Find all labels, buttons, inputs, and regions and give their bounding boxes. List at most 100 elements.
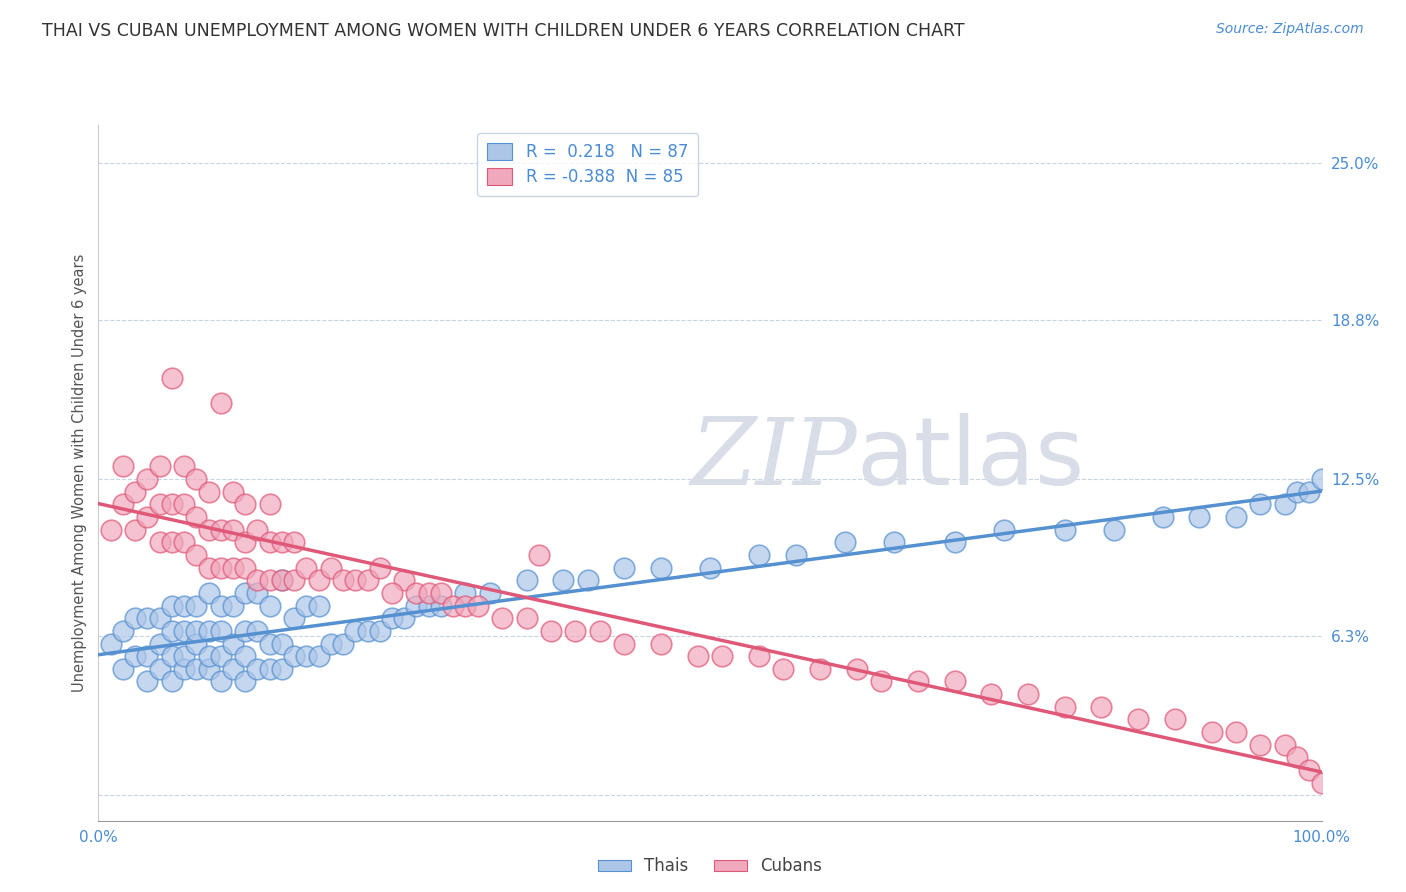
Point bbox=[111, 497, 134, 511]
Point bbox=[1249, 738, 1271, 752]
Point bbox=[418, 599, 440, 613]
Point bbox=[808, 662, 831, 676]
Point bbox=[834, 535, 856, 549]
Point bbox=[1225, 510, 1247, 524]
Point bbox=[209, 649, 232, 664]
Point bbox=[222, 523, 245, 537]
Point bbox=[943, 674, 966, 689]
Point bbox=[209, 599, 232, 613]
Point bbox=[186, 636, 208, 650]
Point bbox=[186, 624, 208, 638]
Point bbox=[454, 599, 477, 613]
Point bbox=[381, 586, 404, 600]
Point bbox=[136, 649, 159, 664]
Point bbox=[246, 523, 269, 537]
Point bbox=[270, 574, 294, 588]
Point bbox=[259, 636, 281, 650]
Point bbox=[149, 459, 172, 474]
Point bbox=[259, 574, 281, 588]
Point bbox=[1201, 725, 1223, 739]
Point bbox=[515, 611, 537, 625]
Point bbox=[392, 611, 416, 625]
Point bbox=[1286, 750, 1309, 764]
Point bbox=[173, 624, 195, 638]
Point bbox=[1188, 510, 1211, 524]
Point bbox=[308, 649, 330, 664]
Point bbox=[124, 523, 146, 537]
Point bbox=[173, 497, 195, 511]
Point bbox=[308, 599, 330, 613]
Point bbox=[907, 674, 929, 689]
Point bbox=[467, 599, 489, 613]
Point bbox=[173, 459, 195, 474]
Point bbox=[283, 649, 305, 664]
Point bbox=[270, 636, 294, 650]
Point bbox=[589, 624, 612, 638]
Point bbox=[295, 599, 318, 613]
Point bbox=[160, 674, 183, 689]
Point bbox=[332, 636, 354, 650]
Point bbox=[136, 611, 159, 625]
Point bbox=[1274, 738, 1296, 752]
Point bbox=[186, 599, 208, 613]
Point bbox=[650, 636, 672, 650]
Point bbox=[699, 560, 721, 574]
Point bbox=[124, 649, 146, 664]
Point bbox=[186, 510, 208, 524]
Point bbox=[613, 636, 636, 650]
Point bbox=[772, 662, 794, 676]
Point bbox=[540, 624, 562, 638]
Point bbox=[233, 560, 256, 574]
Point bbox=[1053, 523, 1076, 537]
Point bbox=[160, 371, 183, 385]
Point bbox=[283, 574, 305, 588]
Point bbox=[160, 649, 183, 664]
Point bbox=[246, 624, 269, 638]
Point bbox=[209, 624, 232, 638]
Point bbox=[785, 548, 807, 562]
Point bbox=[527, 548, 550, 562]
Point bbox=[295, 560, 318, 574]
Point bbox=[441, 599, 464, 613]
Point bbox=[124, 484, 146, 499]
Text: Source: ZipAtlas.com: Source: ZipAtlas.com bbox=[1216, 22, 1364, 37]
Point bbox=[233, 674, 256, 689]
Point bbox=[111, 662, 134, 676]
Point bbox=[124, 611, 146, 625]
Point bbox=[136, 472, 159, 486]
Point bbox=[197, 586, 219, 600]
Point bbox=[270, 535, 294, 549]
Point bbox=[222, 560, 245, 574]
Point bbox=[160, 624, 183, 638]
Point bbox=[149, 497, 172, 511]
Point bbox=[430, 586, 453, 600]
Point bbox=[136, 510, 159, 524]
Point bbox=[197, 523, 219, 537]
Point bbox=[149, 636, 172, 650]
Point bbox=[160, 497, 183, 511]
Point bbox=[405, 586, 427, 600]
Point bbox=[136, 674, 159, 689]
Point bbox=[356, 624, 378, 638]
Point bbox=[319, 636, 342, 650]
Point bbox=[246, 586, 269, 600]
Point bbox=[553, 574, 575, 588]
Point bbox=[980, 687, 1002, 701]
Text: THAI VS CUBAN UNEMPLOYMENT AMONG WOMEN WITH CHILDREN UNDER 6 YEARS CORRELATION C: THAI VS CUBAN UNEMPLOYMENT AMONG WOMEN W… bbox=[42, 22, 965, 40]
Point bbox=[186, 472, 208, 486]
Point bbox=[748, 548, 770, 562]
Point bbox=[209, 523, 232, 537]
Point bbox=[173, 535, 195, 549]
Point bbox=[197, 624, 219, 638]
Point bbox=[1298, 484, 1320, 499]
Text: ZIP: ZIP bbox=[690, 414, 856, 504]
Point bbox=[197, 662, 219, 676]
Point bbox=[1249, 497, 1271, 511]
Point bbox=[283, 611, 305, 625]
Point bbox=[478, 586, 501, 600]
Point bbox=[173, 649, 195, 664]
Point bbox=[613, 560, 636, 574]
Point bbox=[686, 649, 709, 664]
Point bbox=[222, 662, 245, 676]
Point bbox=[454, 586, 477, 600]
